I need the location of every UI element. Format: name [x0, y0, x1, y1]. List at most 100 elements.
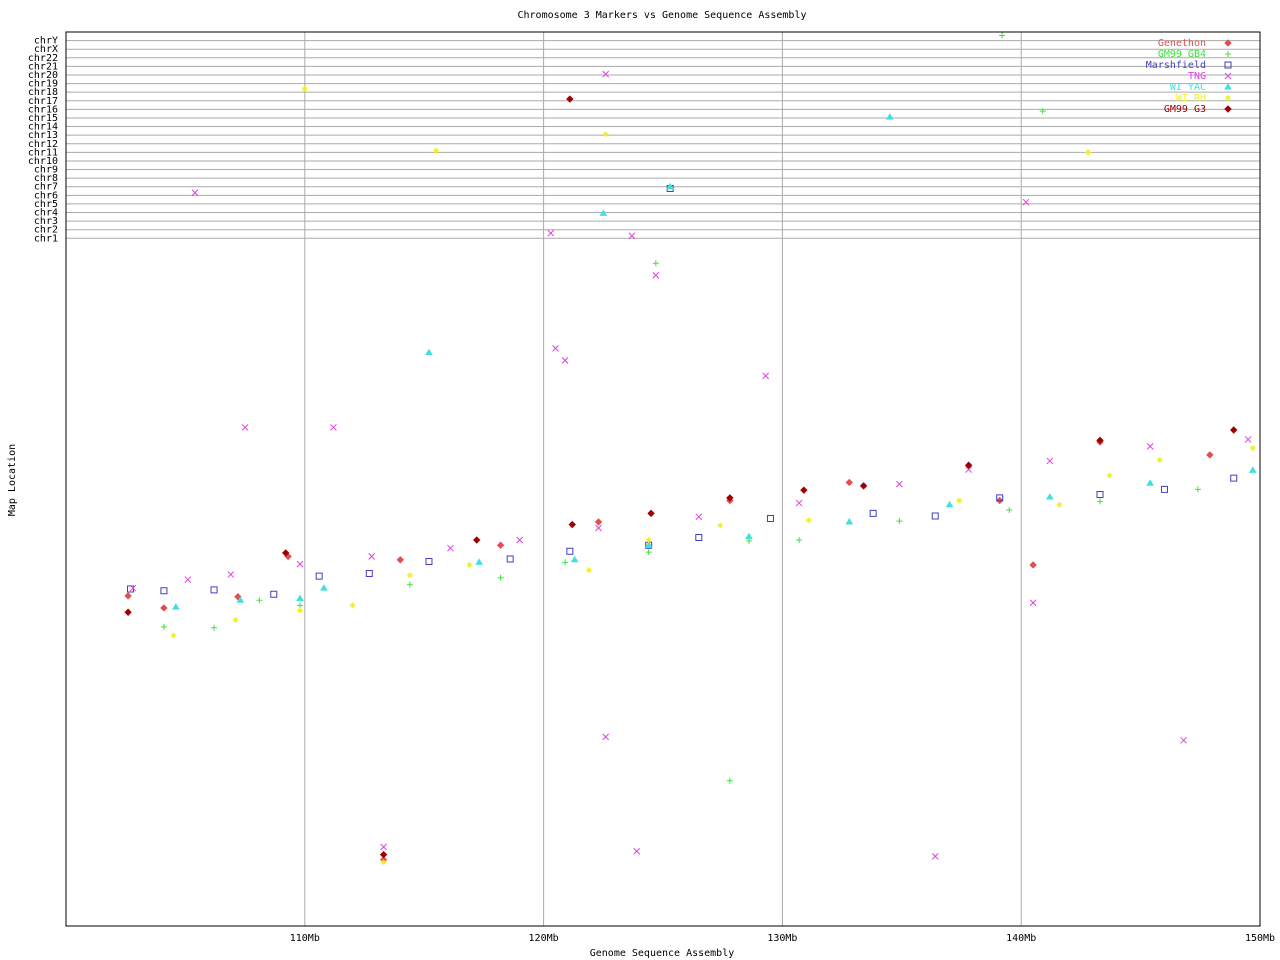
- point: [956, 497, 963, 504]
- point: [652, 260, 659, 267]
- point: [762, 372, 770, 380]
- point: [999, 32, 1006, 39]
- x-tick-label: 120Mb: [529, 933, 559, 944]
- point: [869, 509, 877, 517]
- point: [800, 486, 808, 494]
- legend-marker: [1224, 83, 1232, 90]
- y-tick-label: chr12: [28, 139, 58, 150]
- y-tick-label: chr19: [28, 79, 58, 90]
- point: [633, 847, 641, 855]
- y-tick-label: chr8: [34, 173, 58, 184]
- legend-label: TNG: [1188, 71, 1206, 82]
- point: [379, 850, 388, 859]
- y-tick-label: chr13: [28, 130, 58, 141]
- point: [433, 147, 440, 154]
- point: [1106, 472, 1113, 479]
- legend-label: Genethon: [1158, 38, 1206, 49]
- point: [726, 494, 734, 502]
- point: [666, 182, 675, 190]
- point: [330, 424, 337, 431]
- point: [845, 478, 853, 487]
- point: [406, 572, 413, 579]
- y-tick-label: chr16: [28, 104, 58, 115]
- x-axis-label: Genome Sequence Assembly: [590, 948, 735, 959]
- point: [396, 556, 405, 564]
- legend-marker: [1225, 51, 1231, 57]
- point: [1206, 451, 1214, 459]
- point: [1160, 485, 1168, 493]
- point: [1146, 442, 1154, 450]
- point: [365, 570, 373, 578]
- point: [570, 555, 579, 563]
- point: [594, 518, 603, 526]
- plot-frame: [65, 31, 1261, 927]
- point: [766, 515, 774, 523]
- point: [211, 624, 218, 631]
- point: [497, 574, 504, 581]
- point: [552, 344, 559, 352]
- chart-title: Chromosome 3 Markers vs Genome Sequence …: [518, 10, 807, 21]
- point: [645, 541, 653, 549]
- point: [170, 632, 177, 639]
- point: [1146, 479, 1155, 486]
- point: [1230, 474, 1238, 482]
- y-tick-label: chr6: [34, 190, 58, 201]
- y-tick-label: chr17: [28, 96, 58, 107]
- point: [506, 555, 514, 563]
- point: [184, 576, 192, 583]
- point: [516, 536, 524, 544]
- point: [885, 113, 894, 120]
- point: [256, 597, 263, 604]
- point: [1022, 198, 1030, 206]
- point: [297, 607, 304, 614]
- y-tick-label: chr1: [34, 233, 58, 244]
- legend-marker: [1224, 39, 1232, 47]
- point: [406, 581, 413, 588]
- point: [281, 549, 290, 557]
- point: [745, 532, 753, 540]
- legend-label: WI YAC: [1170, 82, 1206, 93]
- point: [1244, 436, 1252, 443]
- point: [1230, 426, 1238, 434]
- legend-marker: [1224, 105, 1232, 113]
- point: [561, 357, 569, 364]
- point: [1006, 506, 1013, 513]
- point: [129, 584, 137, 592]
- point: [1096, 436, 1104, 445]
- point: [695, 533, 703, 541]
- x-tick-label: 110Mb: [290, 933, 320, 944]
- y-tick-label: chr4: [34, 208, 58, 219]
- point: [1046, 457, 1054, 465]
- point: [320, 584, 328, 591]
- point: [965, 466, 973, 473]
- point: [210, 586, 218, 594]
- point: [1056, 501, 1063, 508]
- point: [566, 547, 574, 555]
- point: [447, 544, 454, 552]
- x-tick-label: 130Mb: [767, 933, 797, 944]
- point: [599, 209, 608, 216]
- point: [562, 559, 569, 566]
- point: [171, 603, 180, 610]
- point: [1180, 736, 1187, 744]
- point: [602, 733, 610, 741]
- point: [931, 512, 939, 520]
- point: [236, 596, 245, 603]
- legend-marker: [1224, 61, 1232, 69]
- point: [628, 232, 636, 240]
- y-tick-label: chr14: [28, 122, 58, 133]
- point: [475, 558, 484, 565]
- point: [896, 480, 903, 488]
- point: [124, 592, 132, 600]
- point: [1029, 561, 1037, 569]
- point: [805, 517, 812, 524]
- point: [645, 537, 652, 544]
- point: [1085, 149, 1092, 156]
- point: [466, 561, 473, 568]
- point: [1039, 108, 1046, 115]
- point: [380, 859, 387, 866]
- y-tick-label: chr15: [28, 113, 58, 124]
- point: [796, 537, 803, 544]
